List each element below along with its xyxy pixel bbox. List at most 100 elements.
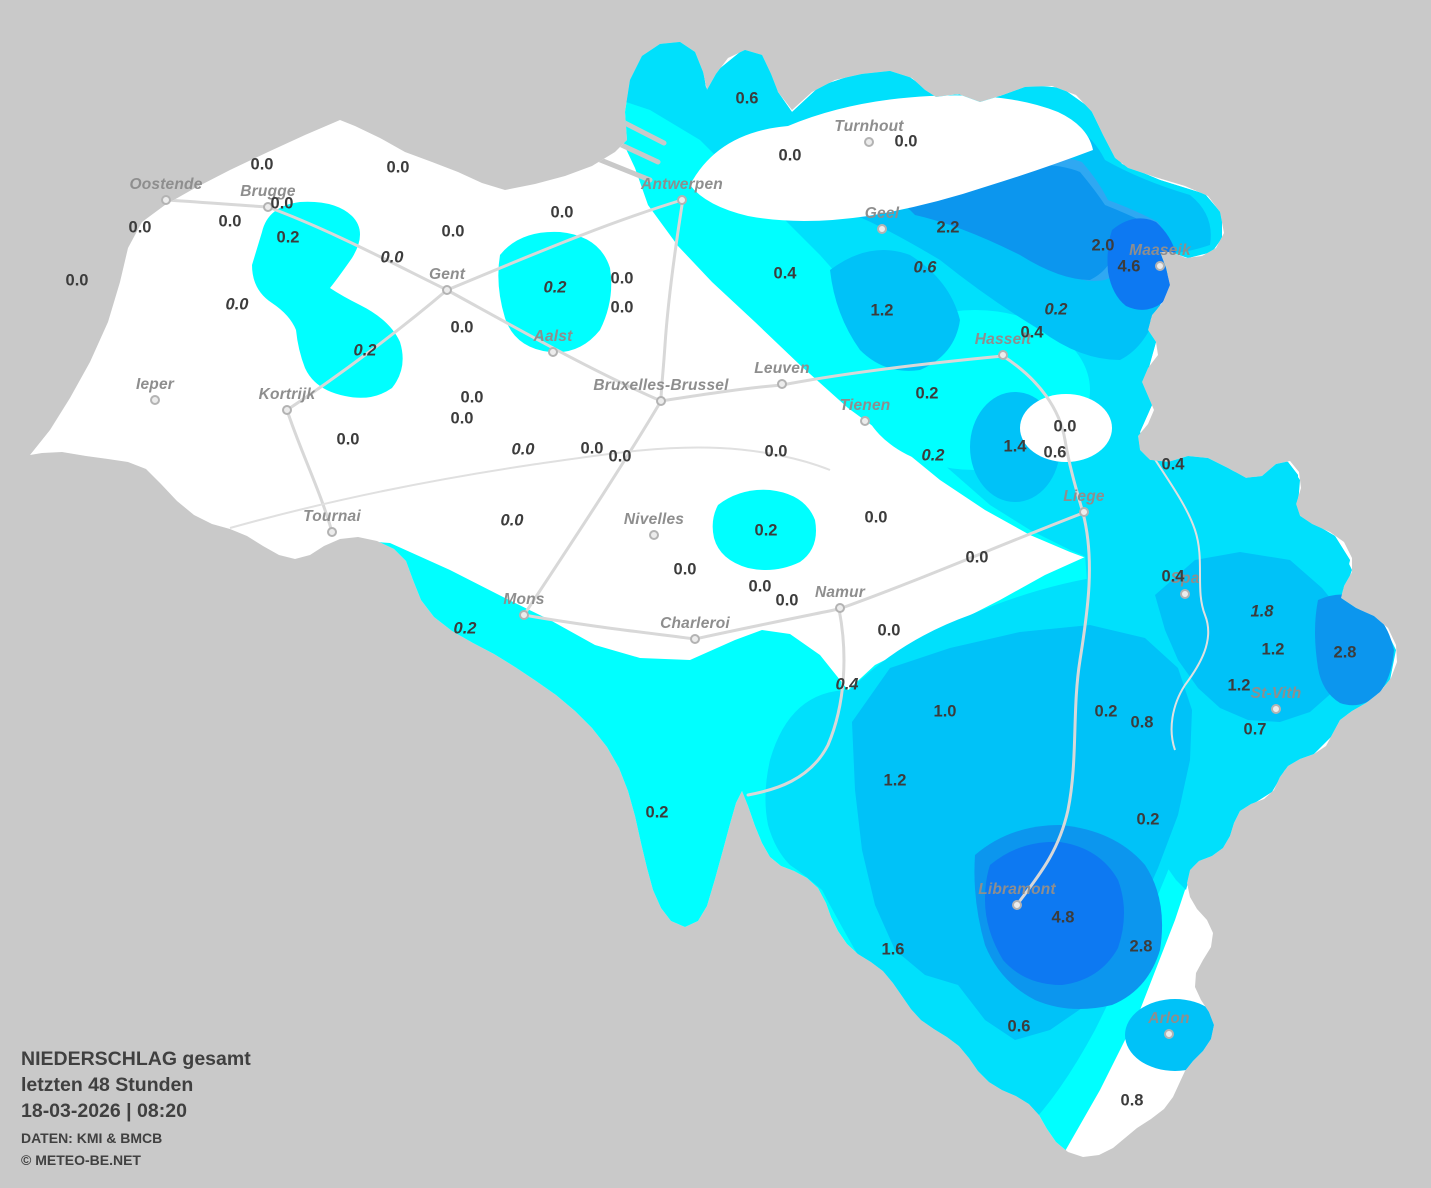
city-dot-aalst	[548, 347, 558, 357]
city-label-kortrijk: Kortrijk	[258, 386, 316, 403]
value-label: 0.0	[225, 295, 249, 314]
value-label: 2.0	[1091, 236, 1115, 255]
value-label: 0.0	[250, 155, 274, 174]
city-dot-namur	[835, 603, 845, 613]
value-label: 1.2	[1227, 676, 1251, 695]
map-copyright: © METEO-BE.NET	[21, 1152, 141, 1168]
value-label: 0.0	[610, 269, 634, 288]
city-label-turnhout: Turnhout	[834, 118, 904, 135]
value-label: 0.0	[128, 218, 152, 237]
city-dot-mons	[519, 610, 529, 620]
city-dot-brugge	[263, 202, 273, 212]
value-label: 0.2	[1136, 810, 1160, 829]
value-label: 0.7	[1243, 720, 1267, 739]
value-label: 0.8	[1120, 1091, 1144, 1110]
contour-maas-white-oval	[1020, 394, 1112, 462]
contour-aalst-patch	[498, 231, 612, 353]
city-label-aalst: Aalst	[533, 328, 573, 345]
city-label-ieper: Ieper	[135, 376, 175, 393]
value-label: 0.6	[1043, 443, 1067, 462]
value-label: 0.2	[915, 384, 939, 403]
city-label-st-vith: St-Vith	[1250, 685, 1302, 702]
value-label: 0.2	[276, 228, 300, 247]
city-label-liege: Liege	[1063, 488, 1105, 505]
city-label-oostende: Oostende	[129, 176, 203, 193]
city-dot-hasselt	[998, 350, 1008, 360]
value-label: 0.4	[1161, 455, 1185, 474]
value-label: 1.2	[1261, 640, 1285, 659]
value-label: 2.8	[1129, 937, 1153, 956]
value-label: 0.0	[580, 439, 604, 458]
value-label: 0.0	[877, 621, 901, 640]
value-label: 0.6	[1007, 1017, 1031, 1036]
value-label: 0.0	[450, 318, 474, 337]
value-label: 0.2	[645, 803, 669, 822]
value-label: 0.0	[450, 409, 474, 428]
map-data-source: DATEN: KMI & BMCB	[21, 1130, 163, 1146]
city-label-spa: Spa	[1170, 570, 1200, 587]
value-label: 0.2	[353, 341, 377, 360]
city-label-brugge: Brugge	[240, 183, 296, 200]
city-label-tienen: Tienen	[839, 397, 891, 414]
value-label: 0.0	[336, 430, 360, 449]
contour-brugge-patch	[252, 201, 403, 398]
value-label: 0.0	[550, 203, 574, 222]
value-label: 1.6	[881, 940, 905, 959]
city-dot-oostende	[161, 195, 171, 205]
value-label: 0.0	[270, 194, 294, 213]
contour-nivelles-patch	[712, 489, 816, 570]
value-label: 1.2	[870, 301, 894, 320]
city-dot-tienen	[860, 416, 870, 426]
city-label-libramont: Libramont	[978, 881, 1056, 898]
value-label: 0.0	[386, 158, 410, 177]
city-dot-libramont	[1012, 900, 1022, 910]
value-label: 0.2	[921, 446, 945, 465]
city-label-mons: Mons	[503, 591, 545, 608]
city-label-namur: Namur	[814, 584, 866, 601]
city-label-nivelles: Nivelles	[623, 511, 685, 528]
city-label-geel: Geel	[864, 205, 900, 222]
road-river-network	[164, 198, 1091, 908]
city-dot-liege	[1079, 507, 1089, 517]
city-dot-maaseik	[1155, 261, 1165, 271]
value-label: 1.2	[883, 771, 907, 790]
province-borders	[229, 434, 1210, 751]
city-dot-charleroi	[690, 634, 700, 644]
city-label-charleroi: Charleroi	[660, 615, 730, 632]
city-dot-kortrijk	[282, 405, 292, 415]
city-label-tournai: Tournai	[303, 508, 361, 525]
value-label: 0.4	[1161, 567, 1185, 586]
city-label-antwerpen: Antwerpen	[641, 176, 723, 193]
city-dot-spa	[1180, 589, 1190, 599]
value-label: 0.6	[913, 258, 937, 277]
value-label: 0.0	[1053, 417, 1077, 436]
city-dot-turnhout	[864, 137, 874, 147]
value-label: 0.2	[1094, 702, 1118, 721]
value-label: 0.0	[500, 511, 524, 530]
city-dot-tournai	[327, 527, 337, 537]
city-dot-st-vith	[1271, 704, 1281, 714]
value-label: 1.8	[1250, 602, 1274, 621]
city-dot-arlon	[1164, 1029, 1174, 1039]
contour-hautes-fagnes-blob	[1155, 552, 1350, 722]
city-dot-antwerpen	[677, 195, 687, 205]
city-dot-ieper	[150, 395, 160, 405]
city-label-maaseik: Maaseik	[1129, 242, 1191, 259]
city-dot-geel	[877, 224, 887, 234]
map-title-line2: letzten 48 Stunden	[21, 1074, 194, 1096]
city-label-gent: Gent	[428, 266, 466, 283]
value-label: 2.2	[936, 218, 960, 237]
value-label: 4.6	[1117, 257, 1141, 276]
map-title-block: NIEDERSCHLAG gesamt letzten 48 Stunden 1…	[21, 1046, 251, 1171]
value-label: 1.0	[933, 702, 957, 721]
city-dot-bruxelles-brussel	[656, 396, 666, 406]
contour-stvith-core	[1315, 594, 1394, 706]
value-label: 1.4	[1003, 437, 1027, 456]
contour-turnhout-white	[690, 95, 1093, 221]
value-label: 0.4	[1020, 323, 1044, 342]
value-label: 0.6	[735, 89, 759, 108]
city-dot-gent	[442, 285, 452, 295]
map-title-line1: NIEDERSCHLAG gesamt	[21, 1048, 251, 1070]
